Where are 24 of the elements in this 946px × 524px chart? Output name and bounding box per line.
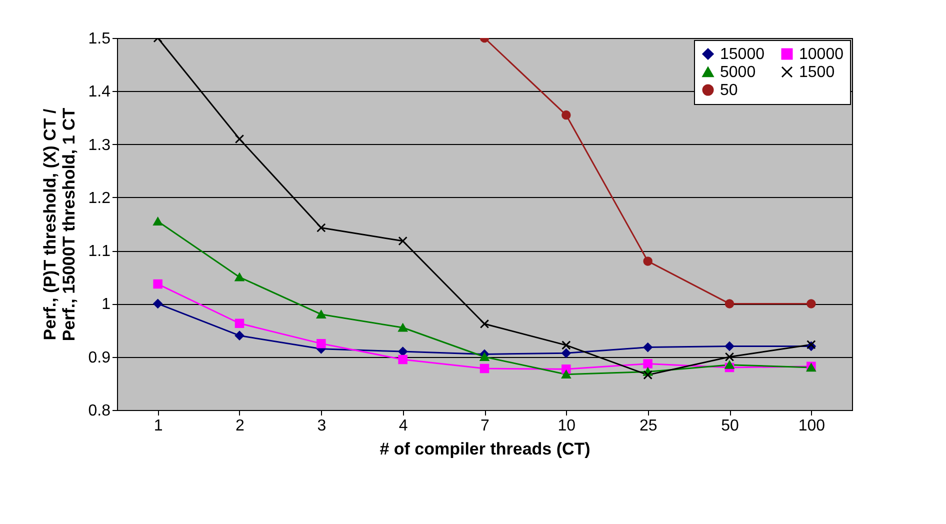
x-tick-label: 1 xyxy=(154,418,163,434)
x-tick-label: 7 xyxy=(480,418,490,434)
y-tick-label: 1 xyxy=(102,296,111,314)
y-tick-label: 1.1 xyxy=(88,243,111,260)
y-tick-label: 1.3 xyxy=(88,136,111,154)
legend-label: 50 xyxy=(720,82,738,99)
legend-label: 15000 xyxy=(720,46,765,63)
x-tick-label: 50 xyxy=(721,418,739,434)
legend-label: 1500 xyxy=(799,64,835,81)
x-tick-label: 2 xyxy=(236,418,245,434)
y-axis-title: Perf., (P)T threshold, (X) CT / Perf., 15000T threshold, 1 CT xyxy=(40,107,78,342)
x-tick-label: 3 xyxy=(317,418,326,434)
y-tick-label: 0.9 xyxy=(88,349,111,366)
x-tick-label: 25 xyxy=(639,418,658,434)
x-axis-title: # of compiler threads (CT) xyxy=(380,440,590,458)
x-tick-label: 100 xyxy=(798,418,826,434)
y-tick-label: 0.8 xyxy=(88,402,111,420)
x-tick-label: 4 xyxy=(398,418,408,434)
legend-label: 10000 xyxy=(799,46,844,63)
y-tick-label: 1.2 xyxy=(88,190,111,207)
y-tick-label: 1.4 xyxy=(88,84,111,101)
x-tick-label: 10 xyxy=(558,418,576,434)
y-tick-label: 1.5 xyxy=(88,30,111,48)
legend-label: 5000 xyxy=(720,64,756,81)
